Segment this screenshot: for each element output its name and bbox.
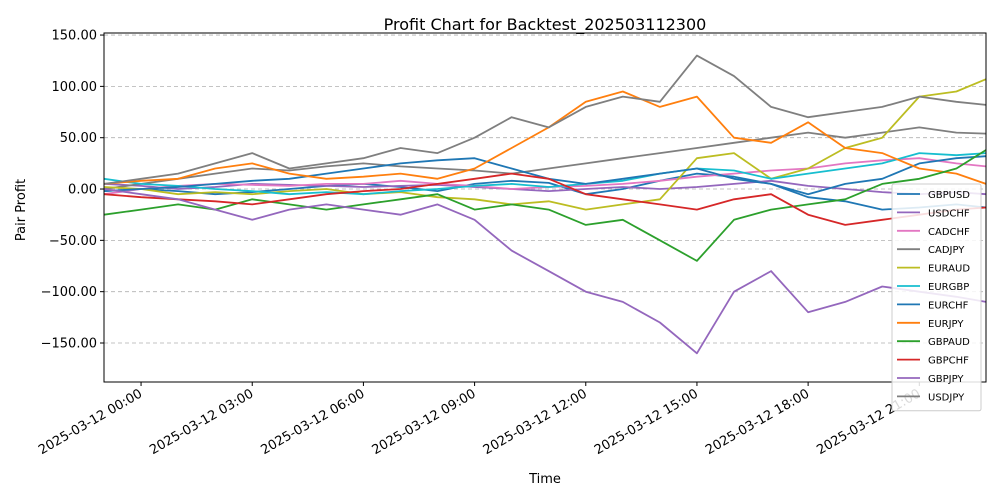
legend-label: GBPUSD (928, 190, 970, 201)
y-tick-label: 0.00 (68, 183, 97, 198)
x-tick-label: 2025-03-12 15:00 (592, 386, 701, 458)
legend-label: CADCHF (928, 227, 970, 238)
legend-label: USDCHF (928, 208, 970, 219)
plot-frame (103, 32, 987, 383)
legend-label: GBPAUD (928, 337, 970, 348)
legend-box (891, 183, 982, 412)
legend-label: EURGBP (928, 282, 969, 293)
grid-lines (104, 34, 986, 344)
x-tick-label: 2025-03-12 12:00 (481, 386, 590, 458)
series-line-usdchf (103, 179, 987, 196)
legend-label: EURJPY (928, 319, 964, 330)
series-line-usdjpy (103, 54, 987, 185)
x-tick-label: 2025-03-12 18:00 (703, 386, 812, 458)
y-tick-label: −100.00 (41, 285, 97, 300)
y-axis-label: Pair Profit (14, 179, 29, 241)
series-lines (103, 54, 987, 355)
legend-label: GBPCHF (928, 356, 969, 367)
legend-label: EURAUD (928, 264, 970, 275)
y-tick-label: 100.00 (52, 80, 98, 95)
legend-label: CADJPY (928, 245, 965, 256)
x-axis-label: Time (528, 472, 561, 487)
x-tick-label: 2025-03-12 09:00 (370, 386, 479, 458)
legend-label: USDJPY (928, 392, 965, 403)
y-tick-label: −50.00 (49, 234, 97, 249)
series-line-gbpusd (103, 172, 987, 211)
y-tick-label: 50.00 (60, 131, 97, 146)
y-tick-label: −150.00 (41, 336, 97, 351)
chart-title: Profit Chart for Backtest_202503112300 (384, 15, 707, 35)
series-line-gbpaud (103, 149, 987, 262)
x-tick-label: 2025-03-12 00:00 (36, 386, 145, 458)
x-tick-label: 2025-03-12 03:00 (147, 386, 256, 458)
x-tick-label: 2025-03-12 06:00 (258, 386, 367, 458)
legend: GBPUSD USDCHF CADCHF CADJPY EURAUD EURGBP EURC… (891, 183, 982, 412)
x-axis-ticks: 2025-03-12 00:00 2025-03-12 03:00 2025-03-… (36, 382, 923, 458)
y-axis-ticks: −150.00 −100.00 −50.00 0.00 50.00 100.00 150.0… (41, 29, 104, 351)
legend-label: GBPJPY (928, 374, 964, 385)
series-line-gbpjpy (103, 188, 987, 355)
legend-label: EURCHF (928, 300, 969, 311)
series-line-eurgbp (103, 152, 987, 196)
y-tick-label: 150.00 (52, 29, 98, 44)
series-line-cadjpy (103, 126, 987, 190)
series-line-gbpchf (103, 172, 987, 226)
